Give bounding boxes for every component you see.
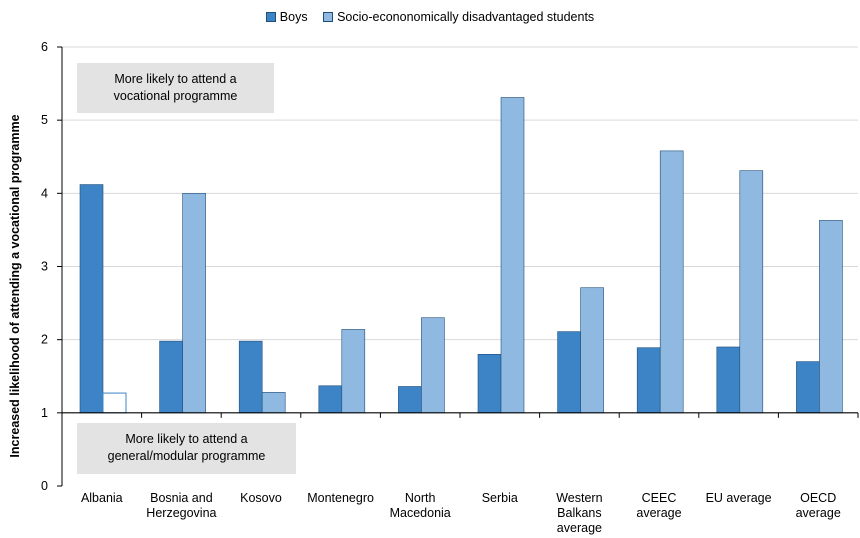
bar-boys-3 <box>238 340 263 414</box>
annotation-vocational-text: More likely to attend a vocational progr… <box>113 72 238 103</box>
bar-boys-10 <box>796 361 820 414</box>
x-tick-label: Montenegro <box>307 491 374 505</box>
y-tick-label: 3 <box>41 260 48 274</box>
legend-swatch-boys <box>265 11 276 22</box>
bar-boys-9 <box>716 346 741 414</box>
bar-boys-7 <box>557 331 581 414</box>
bar-disadvantaged-9 <box>739 170 764 414</box>
y-tick-label: 6 <box>41 40 48 54</box>
bar-disadvantaged-3 <box>261 392 286 414</box>
axes: 0 1 2 3 4 5 6 Albania Bosnia and Herzegovina Kosov… <box>41 40 859 535</box>
bar-disadvantaged-5 <box>421 317 445 414</box>
legend-label-boys: Boys <box>279 9 308 24</box>
x-tick-label: Western Balkans average <box>556 491 602 535</box>
x-tick-label: Bosnia and Herzegovina <box>146 491 216 520</box>
bar-disadvantaged-6 <box>500 97 525 414</box>
y-tick-label: 5 <box>41 113 48 127</box>
legend-item-boys: Boys <box>265 9 308 24</box>
bar-boys-2 <box>159 340 183 414</box>
bar-boys-4 <box>318 385 343 414</box>
annotation-general-modular-text: More likely to attend a general/modular … <box>107 432 266 463</box>
bar-disadvantaged-4 <box>341 329 366 414</box>
x-tick-label: CEEC average <box>636 491 681 520</box>
x-tick-label: Albania <box>81 491 123 505</box>
bar-boys-8 <box>636 347 661 414</box>
y-tick-label: 0 <box>41 479 48 493</box>
annotation-general-modular: More likely to attend a general/modular … <box>77 423 296 474</box>
legend-item-disadvantaged: Socio-econonomically disadvantaged stude… <box>323 10 594 24</box>
x-tick-label: Kosovo <box>240 491 282 505</box>
y-tick-label: 1 <box>41 406 48 420</box>
bars <box>79 97 843 414</box>
bar-disadvantaged-8 <box>659 150 684 414</box>
annotation-vocational: More likely to attend a vocational progr… <box>77 63 274 113</box>
bar-disadvantaged-7 <box>580 287 604 414</box>
x-tick-label: OECD average <box>796 491 841 520</box>
bar-disadvantaged-2 <box>182 193 206 414</box>
bar-disadvantaged-10 <box>819 220 843 414</box>
x-tick-label: EU average <box>706 491 772 505</box>
bar-boys-5 <box>398 386 422 414</box>
x-tick-label: Serbia <box>482 491 518 505</box>
bar-disadvantaged-1 <box>102 392 127 414</box>
y-axis-label: Increased likelihood of attending a voca… <box>8 114 22 457</box>
legend-swatch-disadvantaged <box>323 11 334 22</box>
y-tick-label: 2 <box>41 333 48 347</box>
y-tick-label: 4 <box>41 186 48 200</box>
legend-label-disadvantaged: Socio-econonomically disadvantaged stude… <box>337 9 595 24</box>
bar-boys-6 <box>477 353 502 414</box>
bar-boys-1 <box>79 184 104 414</box>
legend: Boys Socio-econonomically disadvantaged … <box>0 9 860 24</box>
x-tick-label: North Macedonia <box>390 491 451 520</box>
